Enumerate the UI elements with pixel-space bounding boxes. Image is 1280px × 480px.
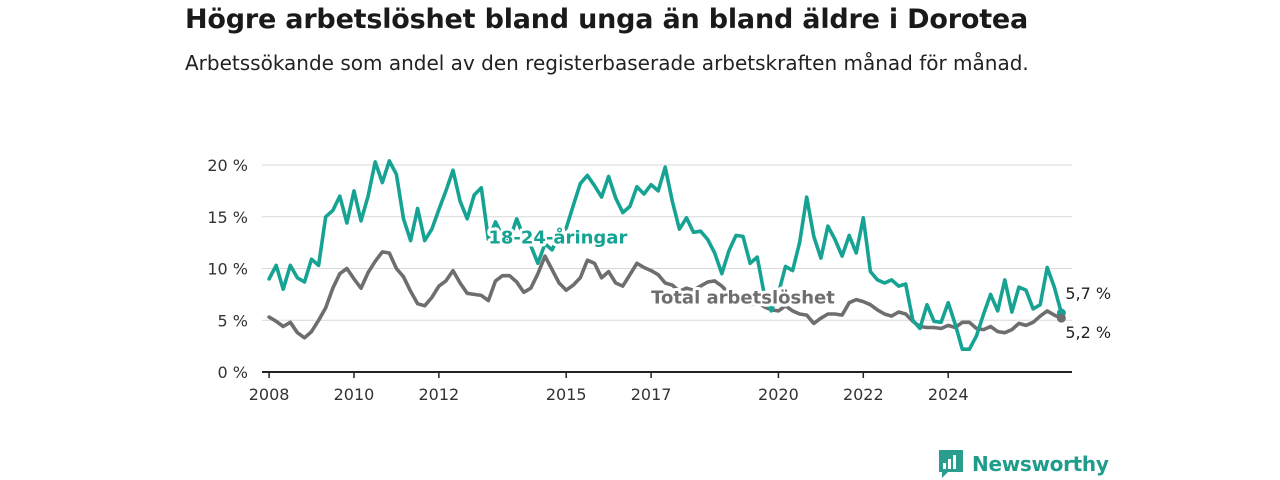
series-line-youth: [267, 159, 1064, 351]
x-tick-label: 2015: [546, 385, 587, 404]
x-tick-label: 2024: [928, 385, 969, 404]
bar-chart-speech-bubble-icon: [939, 450, 963, 478]
youth-series-label: 18-24-åringar: [488, 227, 627, 249]
y-axis: 0 % 5 % 10 % 15 % 20 %: [207, 156, 248, 382]
line-chart: 0 %5 %10 %15 %20 % 2008 2010 2012 2015 2017 2…: [207, 156, 1113, 404]
chart-subtitle: Arbetssökande som andel av den registerb…: [185, 51, 1029, 75]
brand-name: Newsworthy: [972, 452, 1109, 476]
y-tick-label: 10 %: [207, 260, 248, 279]
x-tick-label: 2022: [843, 385, 884, 404]
chart-title: Högre arbetslöshet bland unga än bland ä…: [185, 4, 1029, 35]
series-labels: 5,7 % 5,2 % 18-24-åringar Total arbetslöshe…: [485, 224, 1113, 345]
x-tick-label: 2008: [249, 385, 290, 404]
x-tick-label: 2020: [758, 385, 799, 404]
x-tick-label: 2012: [419, 385, 460, 404]
y-tick-label: 0 %: [218, 363, 248, 382]
series-lines: [267, 159, 1064, 351]
x-tick-label: 2010: [334, 385, 375, 404]
x-axis: 2008 2010 2012 2015 2017 2020 2022 2024: [249, 371, 1072, 404]
newsworthy-brand[interactable]: Newsworthy: [938, 448, 1109, 480]
total-series-label: Total arbetslöshet: [651, 288, 835, 309]
total-end-point: [1056, 313, 1066, 323]
y-tick-label: 15 %: [207, 208, 248, 227]
series-line-total: [267, 250, 1064, 340]
total-end-label: 5,2 %: [1065, 323, 1111, 342]
y-tick-label: 5 %: [218, 311, 248, 330]
youth-end-label: 5,7 %: [1065, 284, 1111, 303]
y-tick-label: 20 %: [207, 156, 248, 175]
x-tick-label: 2017: [631, 385, 672, 404]
